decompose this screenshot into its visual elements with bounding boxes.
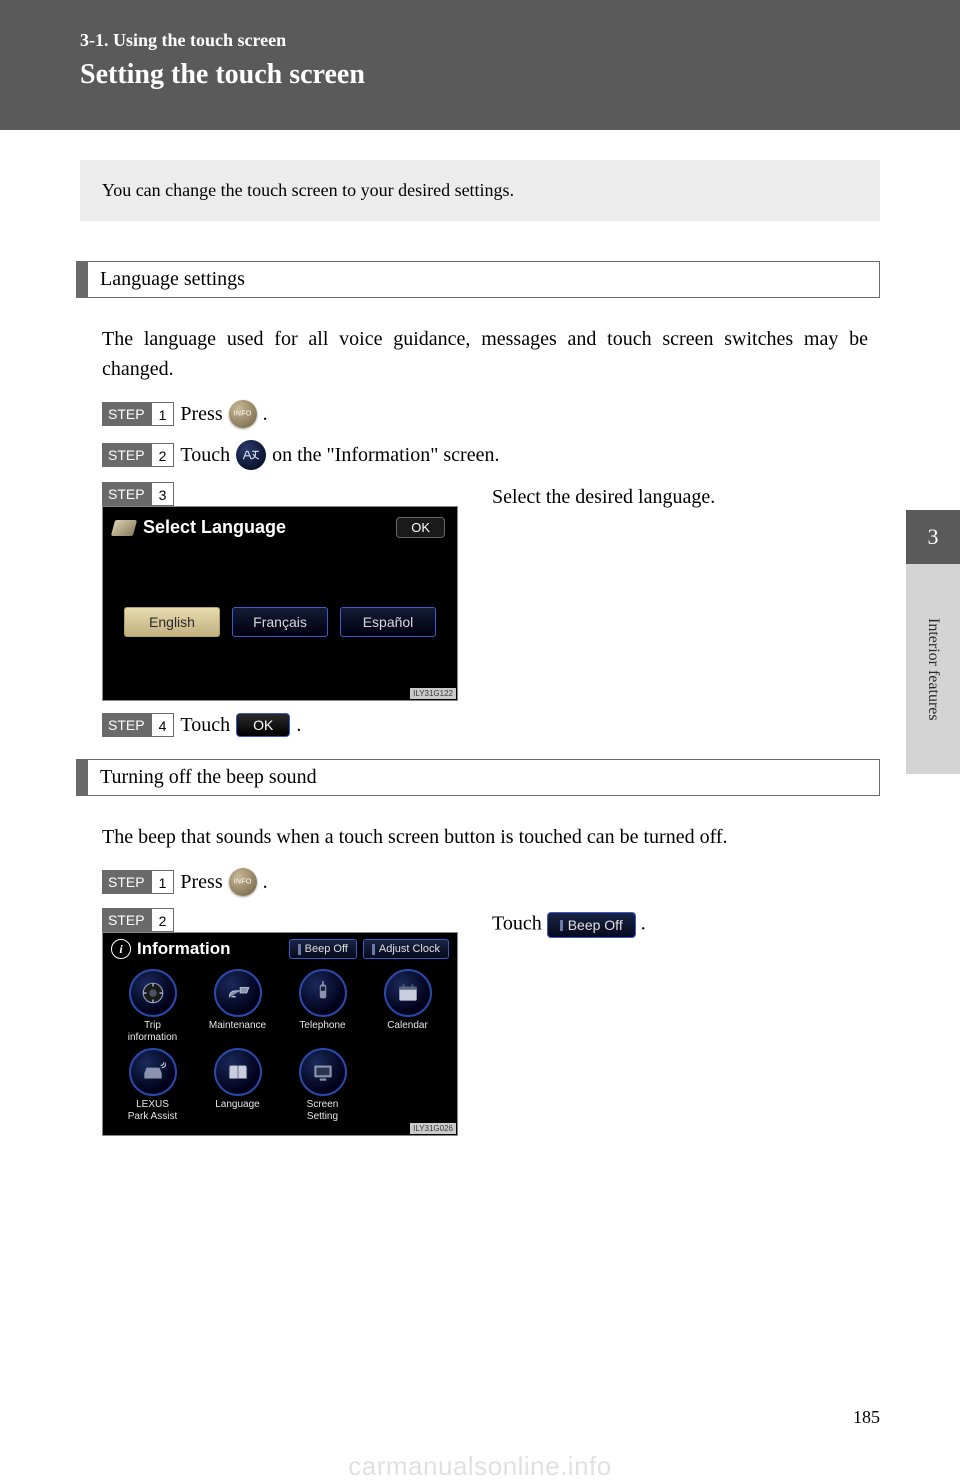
- side-tab: 3 Interior features: [906, 510, 960, 774]
- info-item[interactable]: ScreenSetting: [281, 1048, 364, 1123]
- step-text: Press: [180, 403, 222, 426]
- beep-step2-block: STEP 2 i Information Beep Off Adjust Cl: [102, 908, 868, 1136]
- step-text: .: [296, 714, 301, 737]
- screen-tag: ILY31G026: [410, 1123, 456, 1134]
- info-button-icon: [229, 868, 257, 896]
- info-item-label: Language: [215, 1099, 260, 1123]
- screen-title: Information: [137, 939, 231, 959]
- header-band: 3-1. Using the touch screen Setting the …: [0, 0, 960, 130]
- info-item-label: Tripinformation: [128, 1020, 177, 1044]
- step-badge: STEP 1: [102, 402, 174, 426]
- step-label: STEP: [102, 482, 151, 506]
- language-heading: Language settings: [76, 261, 880, 298]
- step-label: STEP: [102, 908, 151, 932]
- info-item-icon: [384, 969, 432, 1017]
- info-item[interactable]: Tripinformation: [111, 969, 194, 1044]
- info-item-label: LEXUSPark Assist: [128, 1099, 177, 1123]
- page-number: 185: [853, 1407, 880, 1428]
- ok-button[interactable]: OK: [396, 517, 445, 538]
- step-label: STEP: [102, 402, 151, 426]
- beep-step1: STEP 1 Press .: [102, 868, 868, 896]
- info-button-icon: [229, 400, 257, 428]
- step-text: Touch: [492, 913, 547, 935]
- lang-step4: STEP 4 Touch OK .: [102, 713, 868, 737]
- page-title: Setting the touch screen: [80, 59, 880, 91]
- info-item-icon: [299, 969, 347, 1017]
- step-text: Touch: [180, 444, 230, 467]
- step-num: 4: [151, 713, 175, 737]
- watermark: carmanualsonline.info: [348, 1451, 611, 1482]
- information-screenshot: i Information Beep Off Adjust Clock Trip…: [102, 932, 458, 1136]
- step-num: 2: [151, 908, 175, 932]
- info-item-icon: [129, 969, 177, 1017]
- step-text: Press: [180, 871, 222, 894]
- language-content: The language used for all voice guidance…: [80, 324, 880, 737]
- diamond-icon: [111, 520, 137, 536]
- step-text: .: [263, 871, 268, 894]
- step-num: 2: [151, 443, 175, 467]
- content-area: You can change the touch screen to your …: [0, 130, 960, 1136]
- adjust-clock-button[interactable]: Adjust Clock: [363, 939, 449, 959]
- info-item[interactable]: Language: [196, 1048, 279, 1123]
- step-num: 1: [151, 870, 175, 894]
- beep-off-button[interactable]: Beep Off: [289, 939, 357, 959]
- lang-option-francais[interactable]: Français: [232, 607, 328, 637]
- screen-title: Select Language: [143, 517, 286, 538]
- language-para: The language used for all voice guidance…: [102, 324, 868, 384]
- step-text: .: [263, 403, 268, 426]
- info-item-label: Telephone: [299, 1020, 345, 1044]
- info-item[interactable]: Calendar: [366, 969, 449, 1044]
- step-text: Touch: [180, 714, 230, 737]
- beep-heading: Turning off the beep sound: [76, 759, 880, 796]
- lang-step1: STEP 1 Press .: [102, 400, 868, 428]
- side-tab-number: 3: [906, 510, 960, 564]
- step-badge: STEP 1: [102, 870, 174, 894]
- info-item-label: Maintenance: [209, 1020, 266, 1044]
- beep-para: The beep that sounds when a touch screen…: [102, 822, 868, 852]
- info-item-icon: [214, 1048, 262, 1096]
- step3-text: Select the desired language.: [492, 482, 868, 509]
- intro-box: You can change the touch screen to your …: [80, 160, 880, 221]
- lang-step2: STEP 2 Touch on the "Information" screen…: [102, 440, 868, 470]
- screen-tag: ILY31G122: [410, 688, 456, 699]
- step-num: 3: [151, 482, 175, 506]
- step-label: STEP: [102, 443, 151, 467]
- info-item-label: ScreenSetting: [307, 1099, 339, 1123]
- step-text: on the "Information" screen.: [272, 444, 499, 467]
- lang-option-english[interactable]: English: [124, 607, 220, 637]
- lang-option-espanol[interactable]: Español: [340, 607, 436, 637]
- step-badge: STEP 3: [102, 482, 174, 506]
- step-text: .: [641, 913, 646, 935]
- section-label: 3-1. Using the touch screen: [80, 30, 880, 51]
- info-item-label: Calendar: [387, 1020, 428, 1044]
- lang-step3-block: STEP 3 Select Language OK Engli: [102, 482, 868, 701]
- info-item[interactable]: LEXUSPark Assist: [111, 1048, 194, 1123]
- info-item[interactable]: Telephone: [281, 969, 364, 1044]
- info-item-icon: [214, 969, 262, 1017]
- step-label: STEP: [102, 870, 151, 894]
- step-badge: STEP 4: [102, 713, 174, 737]
- beep-off-inline[interactable]: Beep Off: [547, 912, 636, 938]
- ok-button-inline[interactable]: OK: [236, 713, 290, 737]
- step-num: 1: [151, 402, 175, 426]
- info-item[interactable]: Maintenance: [196, 969, 279, 1044]
- step-badge: STEP 2: [102, 908, 174, 932]
- info-item-icon: [129, 1048, 177, 1096]
- select-language-screenshot: Select Language OK English Français Espa…: [102, 506, 458, 701]
- side-tab-text: Interior features: [906, 564, 960, 774]
- info-item-icon: [299, 1048, 347, 1096]
- language-icon: [236, 440, 266, 470]
- step-badge: STEP 2: [102, 443, 174, 467]
- info-icon: i: [111, 939, 131, 959]
- beep-content: The beep that sounds when a touch screen…: [80, 822, 880, 1136]
- step-label: STEP: [102, 713, 151, 737]
